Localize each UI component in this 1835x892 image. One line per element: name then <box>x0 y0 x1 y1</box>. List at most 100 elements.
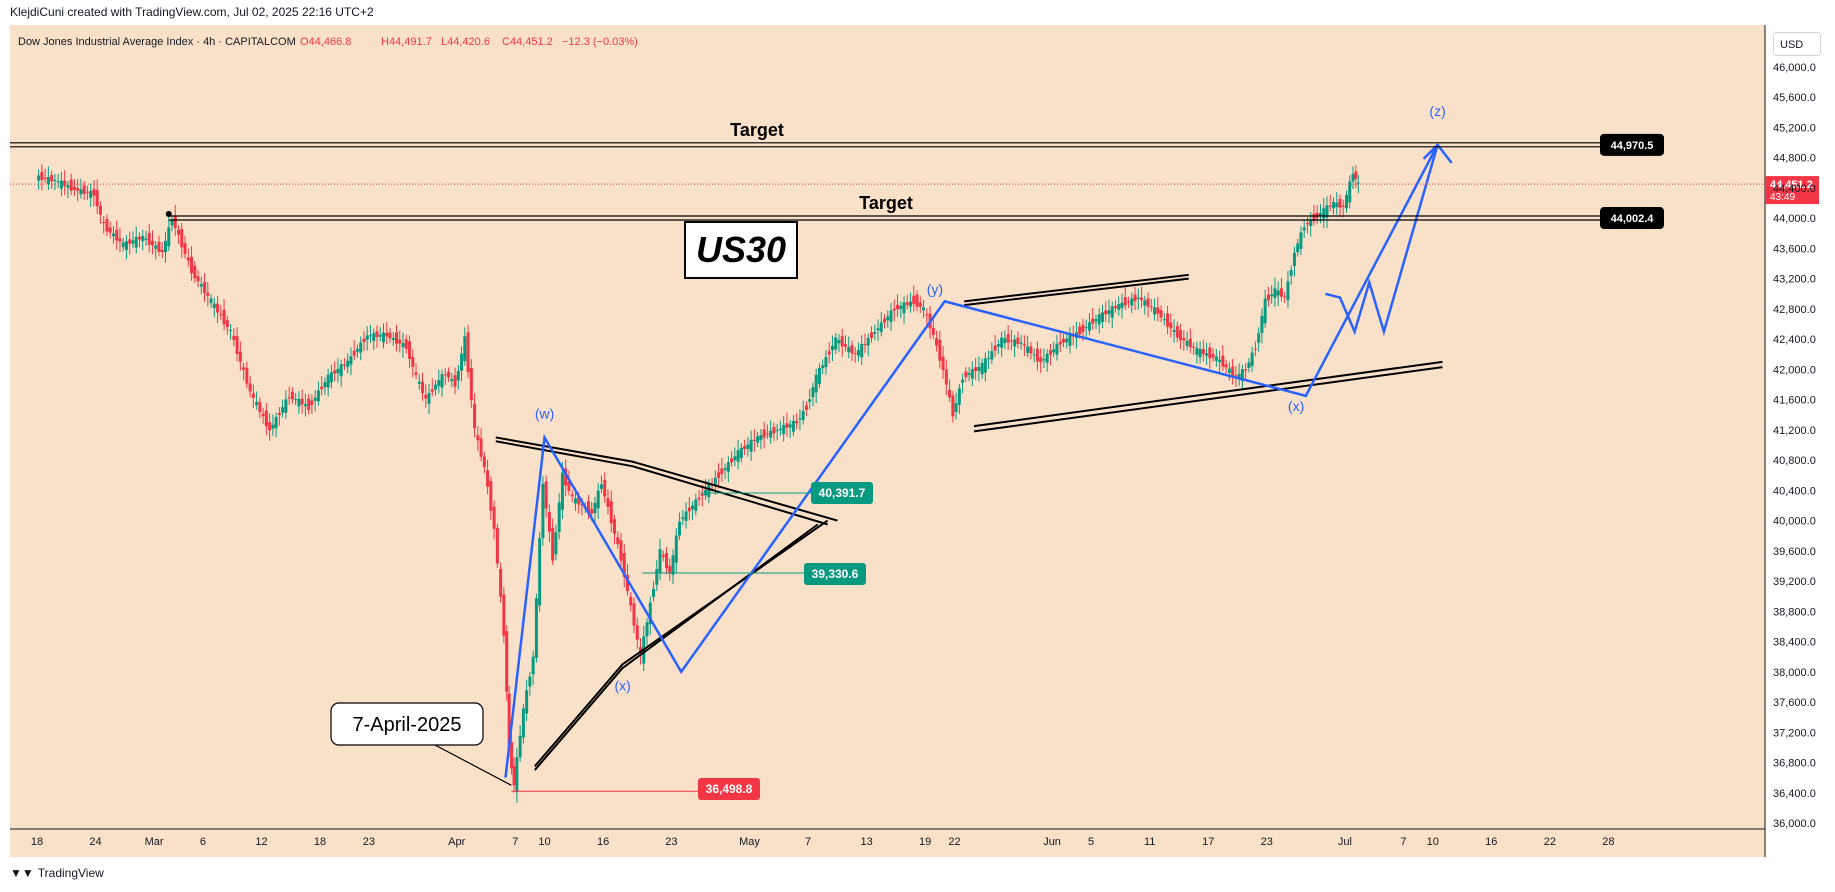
candle-body <box>782 425 786 435</box>
candle-body <box>990 351 994 360</box>
x-tick-label: 6 <box>200 836 206 848</box>
candle-body <box>707 483 711 498</box>
candle-body <box>284 399 288 413</box>
candle-body <box>752 439 756 442</box>
x-tick-label: 19 <box>919 836 931 848</box>
candle-body <box>476 435 480 441</box>
y-tick-label: 38,000.0 <box>1773 667 1816 679</box>
candle-body <box>385 332 389 337</box>
candle-body <box>43 177 47 179</box>
candle-body <box>1032 354 1036 356</box>
candle-body <box>486 470 490 487</box>
candle-body <box>499 568 503 597</box>
candle-body <box>479 438 483 457</box>
candle-body <box>1146 298 1150 307</box>
candle-body <box>912 295 916 305</box>
candle-body <box>909 301 913 307</box>
candle-body <box>957 388 961 405</box>
target-price-text: 44,970.5 <box>1611 140 1654 152</box>
candle-body <box>652 588 656 597</box>
candle-body <box>303 404 307 407</box>
candle-body <box>629 596 633 606</box>
candle-body <box>443 374 447 376</box>
price-axis-panel <box>1765 25 1835 857</box>
candle-body <box>948 389 952 398</box>
candle-body <box>541 483 545 539</box>
x-tick-label: 23 <box>363 836 375 848</box>
candle-body <box>1211 354 1215 358</box>
chart-area[interactable] <box>10 25 1765 857</box>
candle-body <box>1042 359 1046 361</box>
candle-body <box>1123 297 1127 306</box>
y-tick-label: 40,000.0 <box>1773 516 1816 528</box>
candle-body <box>92 189 96 196</box>
candle-body <box>821 365 825 368</box>
candle-body <box>463 336 467 362</box>
candle-body <box>203 282 207 293</box>
candle-body <box>739 447 743 459</box>
candle-body <box>339 364 343 377</box>
candle-body <box>251 393 255 398</box>
candle-body <box>925 314 929 316</box>
candle-body <box>720 468 724 475</box>
candle-body <box>1114 306 1118 309</box>
x-tick-label: Jul <box>1338 836 1352 848</box>
candle-body <box>1000 337 1004 348</box>
candle-body <box>1312 213 1316 221</box>
tradingview-brand: TradingView <box>37 866 104 880</box>
x-tick-label: 12 <box>255 836 267 848</box>
candle-body <box>1318 213 1322 216</box>
candle-body <box>473 403 477 429</box>
candle-body <box>1055 343 1059 355</box>
candle-body <box>225 320 229 328</box>
candle-body <box>1087 322 1091 331</box>
tradingview-logo: ▼▼ TradingView <box>10 866 104 880</box>
candle-body <box>105 218 109 232</box>
candle-body <box>40 171 44 181</box>
candle-body <box>381 332 385 343</box>
x-tick-label: 17 <box>1202 836 1214 848</box>
currency-selector[interactable]: USD <box>1773 32 1821 56</box>
candle-body <box>1309 219 1313 226</box>
candle-body <box>281 407 285 413</box>
candle-body <box>495 528 499 564</box>
candle-body <box>323 382 327 388</box>
candle-body <box>922 307 926 311</box>
y-tick-label: 38,400.0 <box>1773 637 1816 649</box>
candle-body <box>147 232 151 245</box>
price-tag-text: 39,330.6 <box>812 567 859 581</box>
x-tick-label: 18 <box>314 836 326 848</box>
candle-body <box>1179 329 1183 341</box>
candle-body <box>814 374 818 393</box>
x-tick-label: 7 <box>1400 836 1406 848</box>
projection-path <box>1325 144 1439 337</box>
candle-body <box>687 507 691 512</box>
candle-body <box>378 334 382 337</box>
candle-body <box>1345 194 1348 209</box>
candle-body <box>235 336 239 354</box>
candle-body <box>619 540 623 561</box>
candle-body <box>1289 270 1293 276</box>
candle-body <box>1338 198 1342 208</box>
symbol-line: Dow Jones Industrial Average Index · 4h … <box>18 36 296 48</box>
candle-body <box>502 594 506 636</box>
candle-body <box>1192 346 1196 348</box>
candle-body <box>1009 340 1013 342</box>
candle-body <box>111 233 115 237</box>
candle-body <box>622 552 626 577</box>
candle-body <box>938 339 942 361</box>
candle-body <box>1351 173 1355 182</box>
candle-body <box>632 603 636 626</box>
candle-body <box>222 309 226 325</box>
candle-body <box>79 189 83 195</box>
candle-body <box>889 310 893 322</box>
candle-body <box>1331 201 1335 209</box>
candle-body <box>329 372 333 383</box>
x-tick-label: 7 <box>512 836 518 848</box>
annotations: (w) (x) (y) (x) (z) Target 44,970.5 Target 44,00… <box>10 103 1819 800</box>
x-tick-label: Mar <box>145 836 164 848</box>
candle-body <box>144 238 148 240</box>
candle-body <box>733 456 737 461</box>
candle-body <box>1299 232 1303 249</box>
